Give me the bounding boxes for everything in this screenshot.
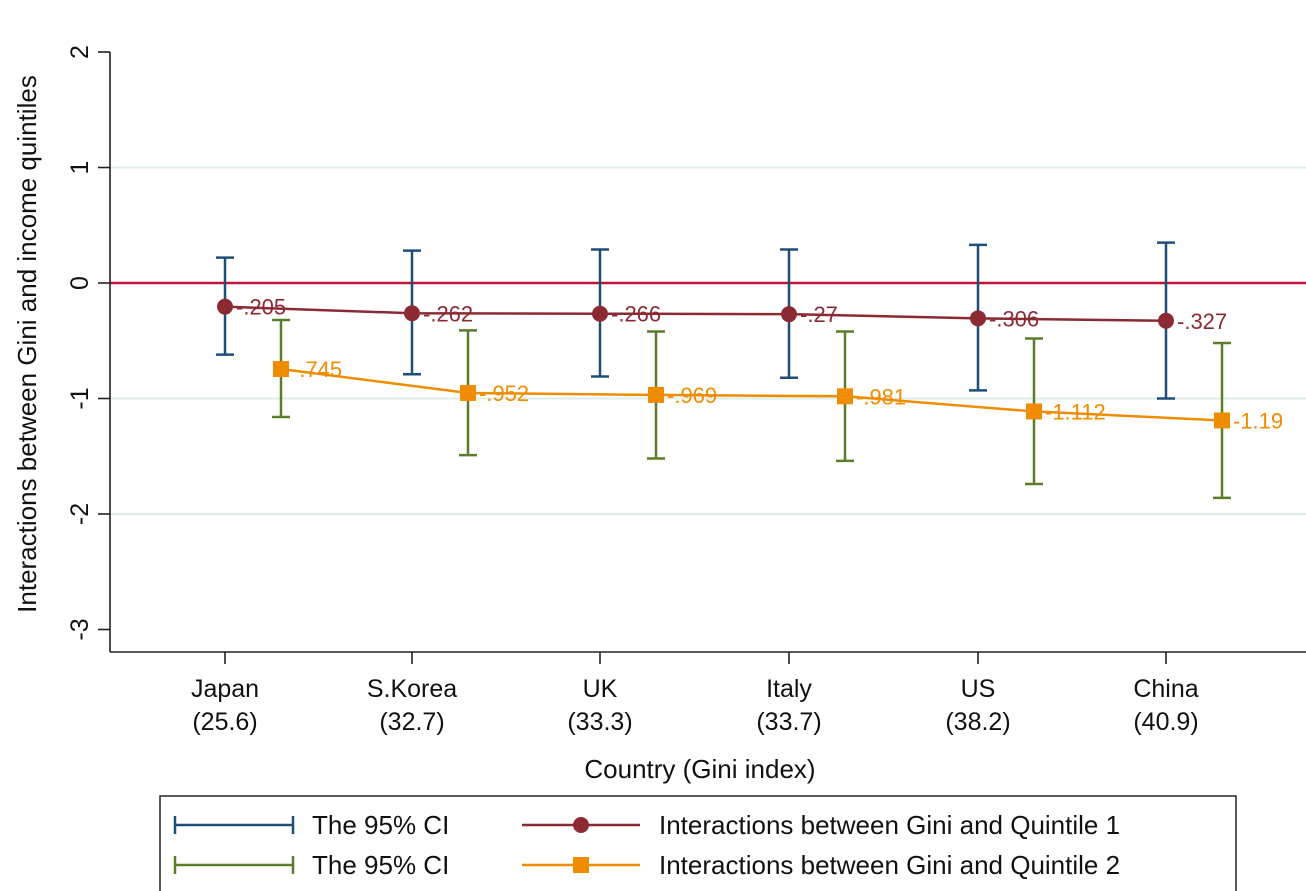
y-tick-label: 1 (66, 161, 94, 175)
y-tick-label: 0 (66, 276, 94, 290)
legend-entry: Interactions between Gini and Quintile 1 (522, 810, 1120, 840)
legend-label: Interactions between Gini and Quintile 2 (659, 850, 1120, 880)
series-2: -.745 -.952 -.969 -.981 -1.112 -1.19 (272, 318, 1283, 500)
series-line (280, 367, 1223, 422)
legend-marker (573, 817, 589, 833)
legend-entry: The 95% CI (173, 850, 449, 880)
legend-box (159, 795, 1237, 891)
data-point (1026, 403, 1042, 420)
data-point (781, 306, 797, 323)
data-label: -.981 (856, 384, 906, 409)
x-tick-label: UK (583, 675, 618, 703)
y-axis-title: Interactions between Gini and income qui… (12, 75, 42, 613)
data-label: -.969 (667, 383, 717, 408)
x-axis-title: Country (Gini index) (584, 754, 815, 784)
data-label: -.205 (236, 295, 286, 320)
y-tick-label: 2 (66, 45, 94, 59)
data-point (970, 310, 986, 327)
data-point (592, 305, 608, 322)
x-tick-label: S.Korea (367, 675, 457, 703)
y-tick-label: -3 (66, 618, 94, 640)
x-tick-gini-label: (32.7) (379, 708, 444, 736)
y-tick-label: -2 (66, 503, 94, 525)
x-tick-gini-label: (25.6) (192, 708, 257, 736)
legend-entry: Interactions between Gini and Quintile 2 (522, 850, 1120, 880)
data-label: -.27 (800, 302, 838, 327)
x-tick-gini-label: (38.2) (945, 708, 1010, 736)
x-tick-label: China (1133, 675, 1198, 703)
y-tick-label: -1 (66, 387, 94, 409)
data-point (460, 384, 476, 401)
data-point (404, 305, 420, 322)
x-tick-label: Italy (766, 675, 812, 703)
series-line (224, 305, 1167, 323)
data-point (648, 386, 664, 403)
data-point (837, 388, 853, 405)
data-label: -.952 (479, 381, 529, 406)
x-tick-gini-label: (33.3) (567, 708, 632, 736)
x-tick-label: US (961, 675, 996, 703)
series-1: -.205 -.262 -.266 -.27 -.306 -.327 (216, 241, 1227, 400)
data-label: -.745 (292, 357, 342, 382)
data-point (217, 298, 233, 315)
data-point (1214, 412, 1230, 429)
data-point (1158, 312, 1174, 329)
x-tick-label: Japan (191, 675, 259, 703)
data-label: -.306 (989, 306, 1039, 331)
data-label: -.262 (423, 301, 473, 326)
legend-entry: The 95% CI (173, 810, 449, 840)
legend-marker (573, 857, 589, 873)
data-label: -.266 (611, 302, 661, 327)
legend: The 95% CI Interactions between Gini and … (159, 795, 1237, 891)
x-tick-gini-label: (33.7) (756, 708, 821, 736)
legend-label: The 95% CI (312, 810, 449, 840)
x-tick-gini-label: (40.9) (1133, 708, 1198, 736)
legend-label: Interactions between Gini and Quintile 1 (659, 810, 1120, 840)
data-point (273, 361, 289, 378)
gridlines (110, 166, 1306, 515)
data-label: -.327 (1177, 309, 1227, 334)
data-label: -1.112 (1045, 399, 1106, 424)
legend-label: The 95% CI (312, 850, 449, 880)
axes: 2 1 0 -1 -2 -3 Interactions between Gini and i… (12, 45, 1306, 784)
data-label: -1.19 (1233, 408, 1283, 433)
series: -.205 -.262 -.266 -.27 -.306 -.327-.745-.952-… (216, 241, 1283, 500)
